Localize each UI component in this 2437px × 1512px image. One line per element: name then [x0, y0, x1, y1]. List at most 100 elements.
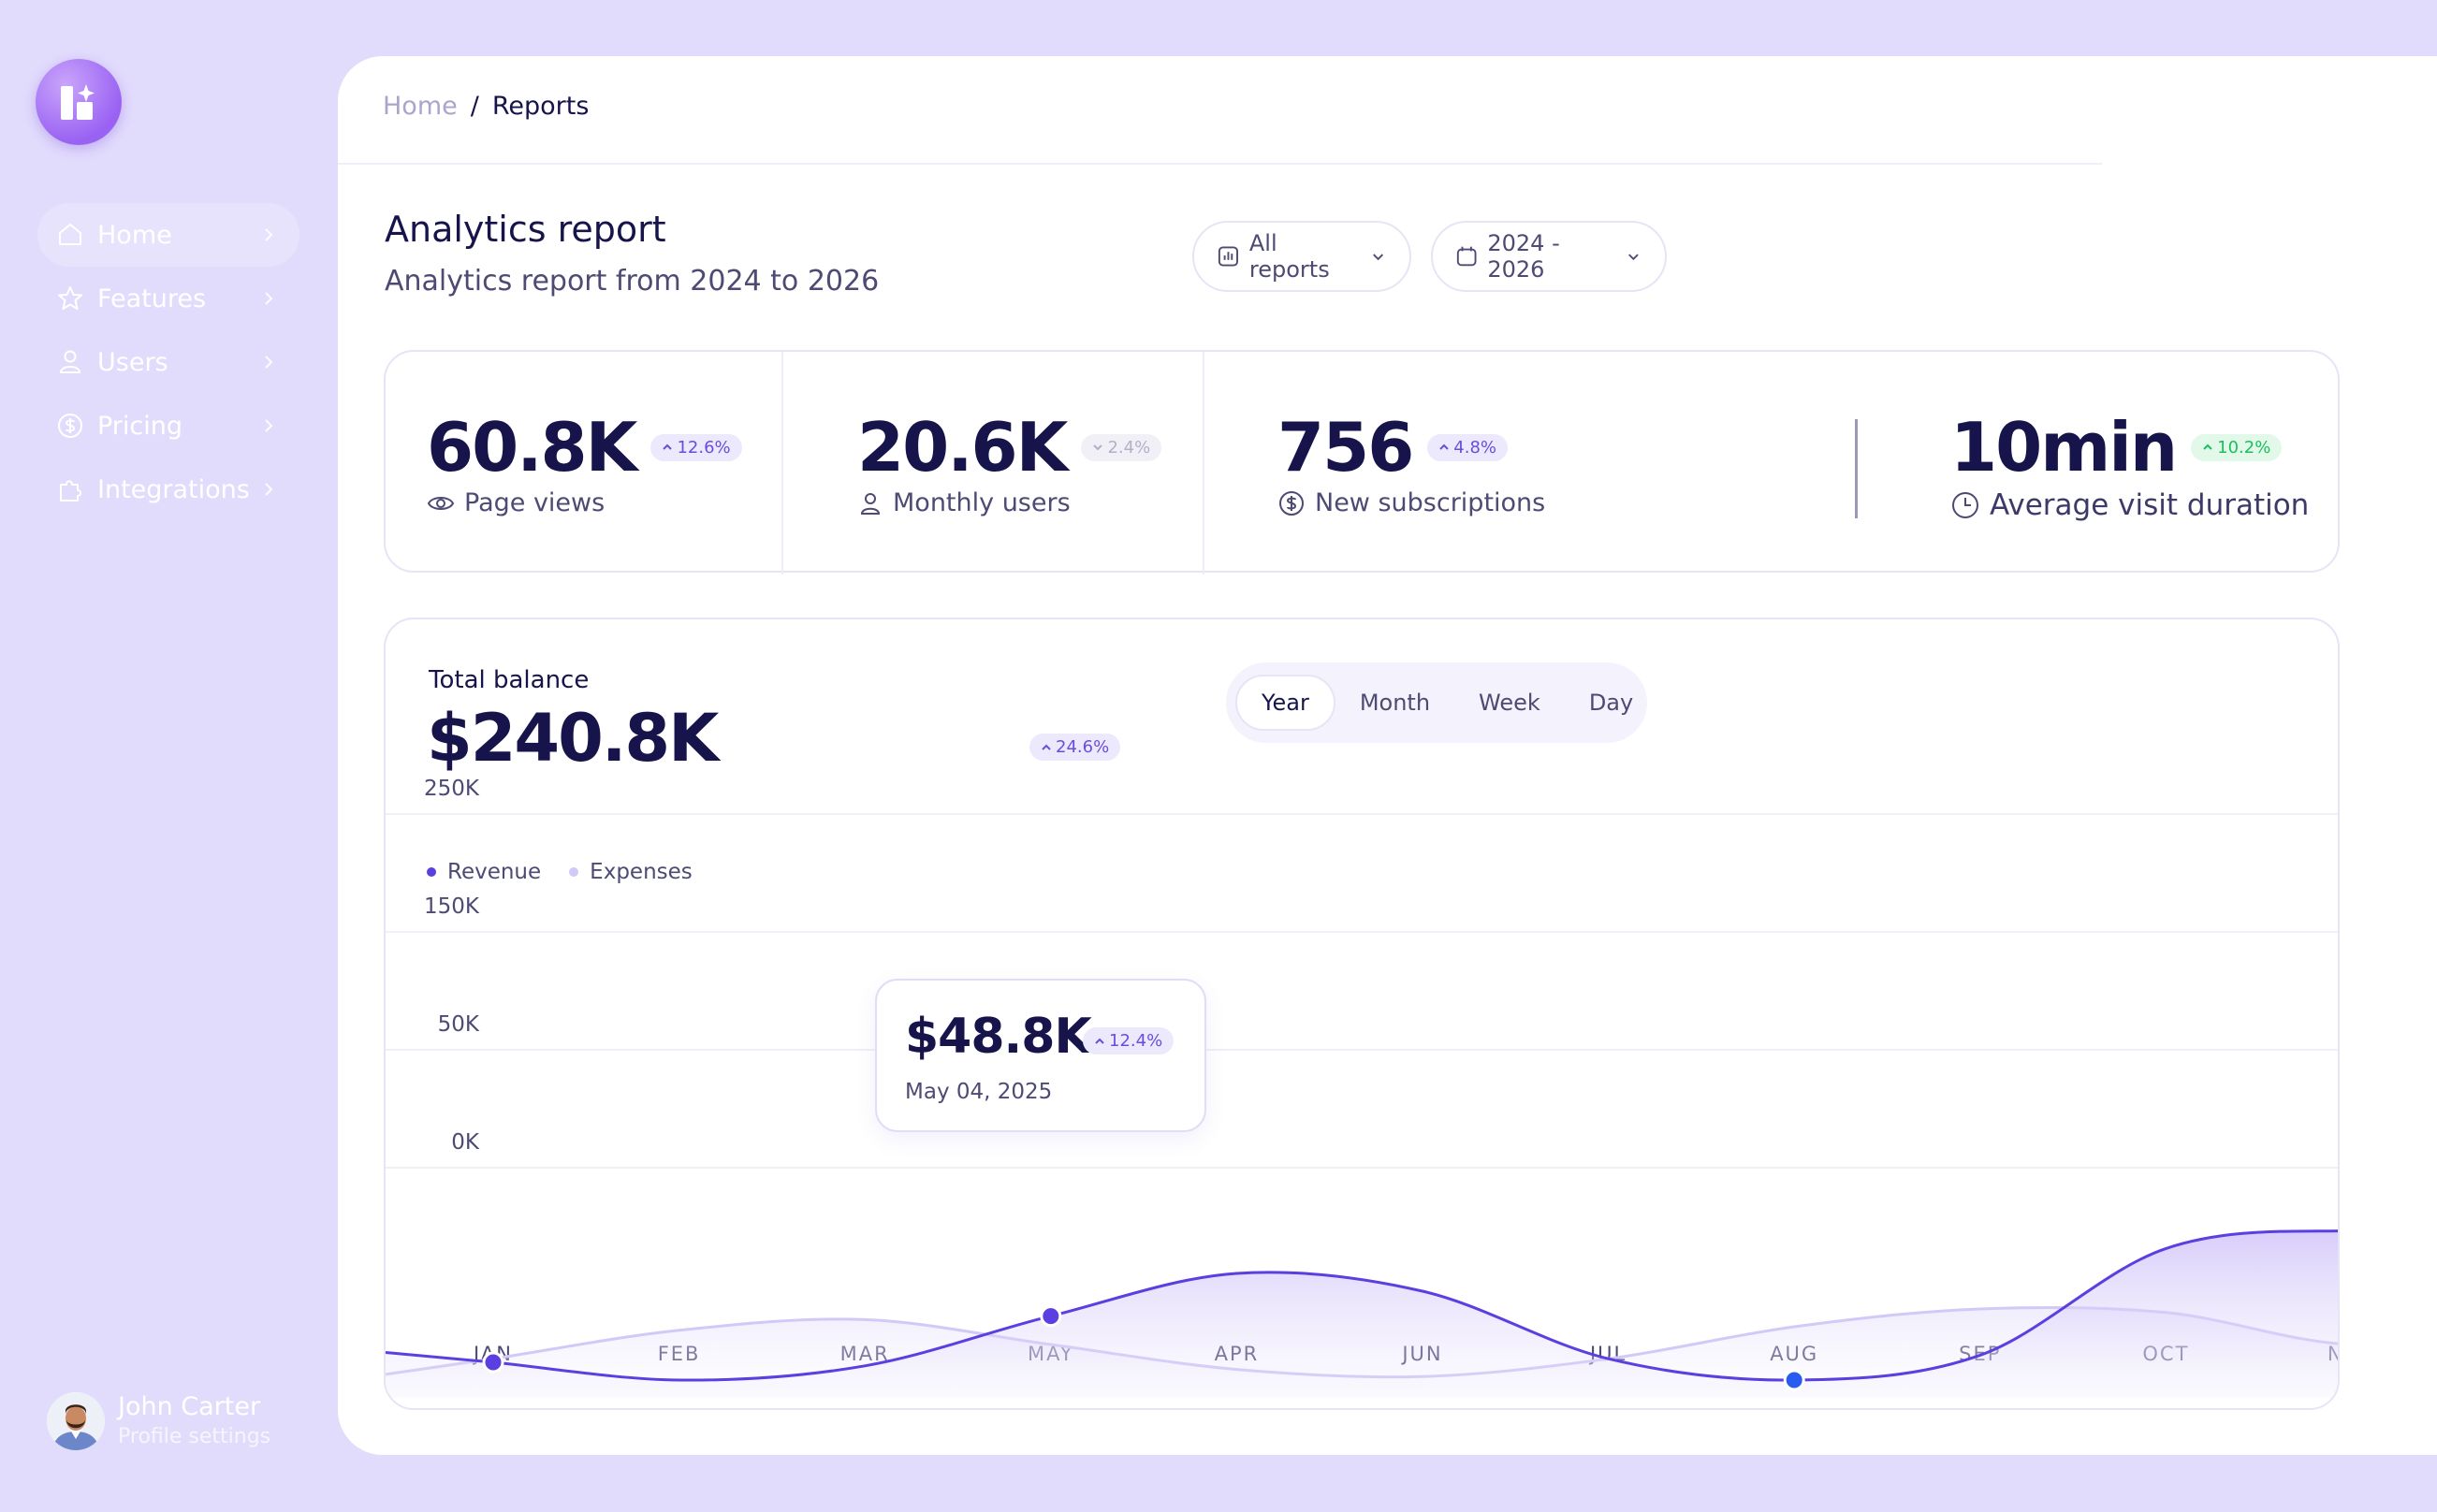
all-reports-dropdown[interactable]: All reports [1192, 221, 1411, 292]
kpi-label: Page views [464, 488, 606, 517]
sidebar-item-home[interactable]: Home [37, 203, 299, 267]
logo-icon [61, 84, 95, 120]
kpi-card: 60.8K 12.6% Page views 20.6K 2.4% [384, 350, 2340, 574]
arrow-down-icon [1093, 444, 1103, 451]
chevron-right-icon [265, 483, 273, 496]
period-week[interactable]: Week [1479, 690, 1540, 716]
app-logo[interactable] [36, 59, 122, 145]
period-month[interactable]: Month [1359, 690, 1431, 716]
kpi-label: New subscriptions [1315, 488, 1546, 517]
legend-expenses[interactable]: Expenses [569, 860, 693, 884]
change-badge: 10.2% [2191, 433, 2283, 461]
revenue-dot-icon [427, 867, 436, 877]
user-icon [56, 348, 84, 376]
change-badge: 24.6% [1029, 734, 1121, 761]
breadcrumb-current: Reports [491, 92, 590, 121]
kpi-value: 60.8K [427, 408, 637, 487]
chevron-right-icon [265, 228, 273, 241]
kpi-label: Average visit duration [1990, 488, 2310, 522]
chart-legend: Revenue Expenses [427, 860, 693, 884]
period-day[interactable]: Day [1588, 690, 1634, 716]
kpi-value: 10min [1950, 408, 2178, 487]
y-tick-label: 0K [451, 1130, 480, 1155]
user-icon [860, 492, 881, 515]
kpi-value: 756 [1277, 408, 1414, 487]
revenue-point [1040, 1305, 1062, 1328]
revenue-point [482, 1351, 504, 1374]
calendar-icon [1456, 246, 1477, 267]
tooltip-value: $48.8K [905, 1009, 1092, 1065]
chevron-down-icon [1372, 254, 1383, 261]
home-icon [56, 221, 84, 249]
y-tick-label: 150K [424, 894, 480, 919]
avatar [47, 1392, 105, 1450]
balance-chart-card: Total balance $240.8K 24.6% Revenue Expe… [384, 618, 2340, 1410]
profile[interactable]: John Carter Profile settings [47, 1391, 270, 1451]
kpi-average-visit-duration: 10min 10.2% Average visit duration [1950, 410, 2309, 522]
all-reports-label: All reports [1248, 230, 1330, 283]
sidebar-item-users[interactable]: Users [37, 330, 299, 394]
arrow-up-icon [2203, 443, 2212, 450]
profile-name: John Carter [118, 1392, 261, 1421]
puzzle-icon [56, 475, 84, 503]
header-divider [338, 163, 2102, 165]
page-subtitle: Analytics report from 2024 to 2026 [385, 265, 880, 298]
chevron-down-icon [1628, 254, 1639, 261]
sidebar-item-label: Pricing [97, 411, 183, 441]
sidebar-item-label: Integrations [97, 474, 250, 504]
arrow-up-icon [1095, 1038, 1104, 1044]
chevron-right-icon [265, 356, 273, 369]
page-title: Analytics report [385, 209, 666, 250]
arrow-up-icon [663, 443, 673, 450]
kpi-value: 20.6K [857, 408, 1068, 487]
sidebar-item-label: Users [97, 347, 168, 377]
profile-settings-link[interactable]: Profile settings [118, 1425, 271, 1448]
arrow-up-icon [1439, 443, 1450, 450]
tooltip-date: May 04, 2025 [905, 1080, 1053, 1104]
breadcrumb-home[interactable]: Home [383, 92, 458, 121]
period-year[interactable]: Year [1235, 675, 1335, 731]
sidebar-item-pricing[interactable]: Pricing [37, 394, 299, 458]
y-tick-label: 250K [424, 777, 480, 801]
sidebar-item-integrations[interactable]: Integrations [37, 458, 299, 521]
kpi-divider [781, 352, 783, 574]
kpi-label: Monthly users [893, 488, 1071, 517]
expenses-dot-icon [569, 867, 579, 877]
date-range-label: 2024 - 2026 [1487, 230, 1560, 283]
clock-icon [1952, 492, 1978, 518]
revenue-line [386, 1229, 2338, 1382]
breadcrumb: Home / Reports [383, 92, 589, 121]
bar-chart-icon [1218, 246, 1238, 267]
kpi-new-subscriptions: 756 4.8% New subscriptions [1277, 410, 1545, 517]
change-badge: 2.4% [1081, 433, 1162, 461]
sidebar-item-label: Home [97, 220, 172, 250]
total-balance-label: Total balance [429, 666, 590, 694]
chevron-right-icon [265, 419, 273, 432]
arrow-up-icon [1042, 744, 1051, 750]
sidebar-item-features[interactable]: Features [37, 267, 299, 330]
period-selector: Year Month Week Day [1226, 662, 1647, 743]
sidebar-item-label: Features [97, 284, 207, 313]
total-balance-value: $240.8K [427, 700, 719, 777]
y-tick-label: 50K [438, 1012, 480, 1037]
balance-chart: 250K150K50K0KJANFEBMARMAYAPRJUNJULAUGSEP… [386, 777, 2338, 1398]
chevron-right-icon [265, 292, 273, 305]
sidebar-nav: Home Features Users Pricing Integrations [37, 203, 299, 521]
kpi-divider [1203, 352, 1204, 574]
revenue-area [386, 1230, 2338, 1398]
change-badge: 12.4% [1083, 1027, 1175, 1054]
kpi-monthly-users: 20.6K 2.4% Monthly users [857, 408, 1162, 517]
chart-tooltip: $48.8K 12.4% May 04, 2025 [875, 979, 1206, 1132]
change-badge: 12.6% [650, 433, 742, 461]
revenue-point [1783, 1369, 1805, 1391]
eye-icon [427, 496, 455, 510]
date-range-dropdown[interactable]: 2024 - 2026 [1431, 221, 1667, 292]
legend-revenue[interactable]: Revenue [427, 860, 541, 884]
main-panel: Home / Reports Analytics report Analytic… [338, 56, 2437, 1455]
star-icon [56, 284, 84, 313]
breadcrumb-separator: / [470, 92, 479, 121]
change-badge: 4.8% [1427, 433, 1509, 461]
kpi-page-views: 60.8K 12.6% Page views [427, 410, 742, 517]
dollar-icon [1279, 490, 1304, 516]
kpi-divider [1855, 419, 1858, 518]
